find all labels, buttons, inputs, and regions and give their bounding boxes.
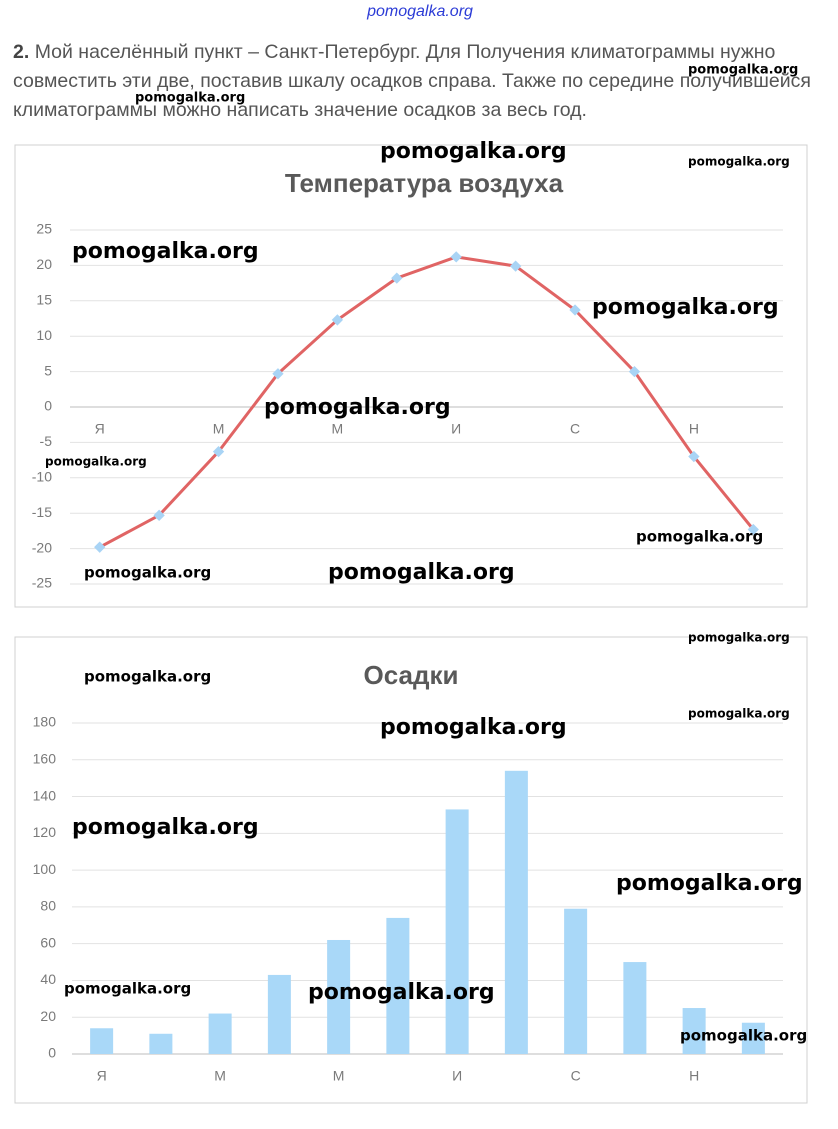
marker bbox=[688, 450, 700, 463]
watermark: pomogalka.org bbox=[328, 560, 515, 585]
line bbox=[98, 255, 755, 549]
x-tick-label: Я bbox=[97, 1068, 107, 1084]
watermark: pomogalka.org bbox=[135, 91, 245, 106]
task: 2. Мой населённый пункт – Санкт-Петербур… bbox=[13, 38, 828, 125]
y-tick-label: 20 bbox=[40, 1008, 56, 1024]
marker bbox=[391, 272, 403, 284]
x-tick-label: М bbox=[333, 1068, 345, 1084]
watermark: pomogalka.org bbox=[264, 395, 451, 420]
bar bbox=[267, 974, 291, 1054]
task-number: 2. bbox=[13, 41, 30, 63]
bar bbox=[623, 962, 647, 1054]
chart-title: Осадки bbox=[364, 660, 459, 690]
y-tick-label: 0 bbox=[44, 398, 52, 414]
marker bbox=[569, 304, 581, 316]
marker bbox=[450, 251, 462, 263]
watermark: pomogalka.org bbox=[592, 295, 779, 320]
marker bbox=[94, 541, 106, 553]
watermark: pomogalka.org bbox=[616, 871, 803, 896]
y-tick-label: -20 bbox=[32, 539, 52, 555]
y-tick-label: 25 bbox=[36, 221, 52, 237]
y-tick-label: -25 bbox=[32, 575, 52, 591]
x-tick-label: И bbox=[452, 1068, 462, 1084]
y-tick-label: 180 bbox=[33, 714, 57, 730]
y-tick-label: 5 bbox=[44, 362, 52, 378]
bar bbox=[445, 809, 469, 1054]
bar bbox=[386, 917, 410, 1054]
y-tick-label: 15 bbox=[36, 292, 52, 308]
watermark: pomogalka.org bbox=[45, 455, 147, 469]
bar bbox=[149, 1033, 173, 1054]
y-tick-label: 120 bbox=[33, 824, 57, 840]
watermark: pomogalka.org bbox=[688, 155, 790, 169]
x-tick-label: С bbox=[571, 1068, 581, 1084]
watermark: pomogalka.org bbox=[72, 239, 259, 264]
chart-frame bbox=[14, 144, 808, 608]
y-tick-label: 80 bbox=[40, 898, 56, 914]
chart-frame bbox=[14, 636, 808, 1104]
y-tick-label: -15 bbox=[32, 504, 52, 520]
bar bbox=[682, 1008, 706, 1054]
site-header: pomogalka.org bbox=[366, 3, 473, 20]
y-tick-label: 140 bbox=[33, 787, 57, 803]
watermark: pomogalka.org bbox=[380, 715, 567, 740]
y-tick-label: 40 bbox=[40, 971, 56, 987]
x-tick-label: М bbox=[214, 1068, 226, 1084]
watermark: pomogalka.org bbox=[636, 528, 763, 546]
y-tick-label: 60 bbox=[40, 934, 56, 950]
watermark: pomogalka.org bbox=[84, 564, 211, 582]
watermark: pomogalka.org bbox=[72, 815, 259, 840]
x-tick-label: Н bbox=[689, 421, 699, 437]
x-tick-label: М bbox=[332, 421, 344, 437]
bar bbox=[90, 1028, 114, 1054]
y-tick-label: 0 bbox=[48, 1045, 56, 1061]
marker bbox=[212, 445, 225, 458]
watermark: pomogalka.org bbox=[380, 139, 567, 164]
y-tick-label: -10 bbox=[32, 469, 52, 485]
chart-title: Температура воздуха bbox=[285, 168, 564, 198]
watermark: pomogalka.org bbox=[688, 63, 798, 78]
marker bbox=[628, 365, 641, 378]
watermark: pomogalka.org bbox=[84, 668, 211, 686]
y-tick-label: 20 bbox=[36, 256, 52, 272]
x-tick-label: С bbox=[570, 421, 580, 437]
x-tick-label: Н bbox=[689, 1068, 699, 1084]
marker bbox=[331, 314, 344, 326]
y-tick-label: 160 bbox=[33, 750, 57, 766]
bar bbox=[564, 908, 588, 1054]
x-tick-label: Я bbox=[95, 421, 105, 437]
y-tick-label: 10 bbox=[36, 327, 52, 343]
bar bbox=[327, 939, 351, 1054]
watermark: pomogalka.org bbox=[308, 980, 495, 1005]
x-tick-label: И bbox=[451, 421, 461, 437]
bar bbox=[504, 770, 528, 1054]
watermark: pomogalka.org bbox=[688, 631, 790, 645]
bar bbox=[208, 1013, 232, 1054]
bar bbox=[741, 1022, 765, 1054]
watermark: pomogalka.org bbox=[680, 1027, 807, 1045]
marker bbox=[747, 523, 759, 536]
watermark: pomogalka.org bbox=[688, 707, 790, 721]
task-text: Мой населённый пункт – Санкт-Петербург. … bbox=[13, 41, 811, 121]
marker bbox=[272, 368, 284, 380]
marker bbox=[509, 260, 522, 272]
y-tick-label: -5 bbox=[40, 433, 53, 449]
x-tick-label: М bbox=[213, 421, 225, 437]
y-tick-label: 100 bbox=[33, 861, 57, 877]
watermark: pomogalka.org bbox=[64, 980, 191, 998]
